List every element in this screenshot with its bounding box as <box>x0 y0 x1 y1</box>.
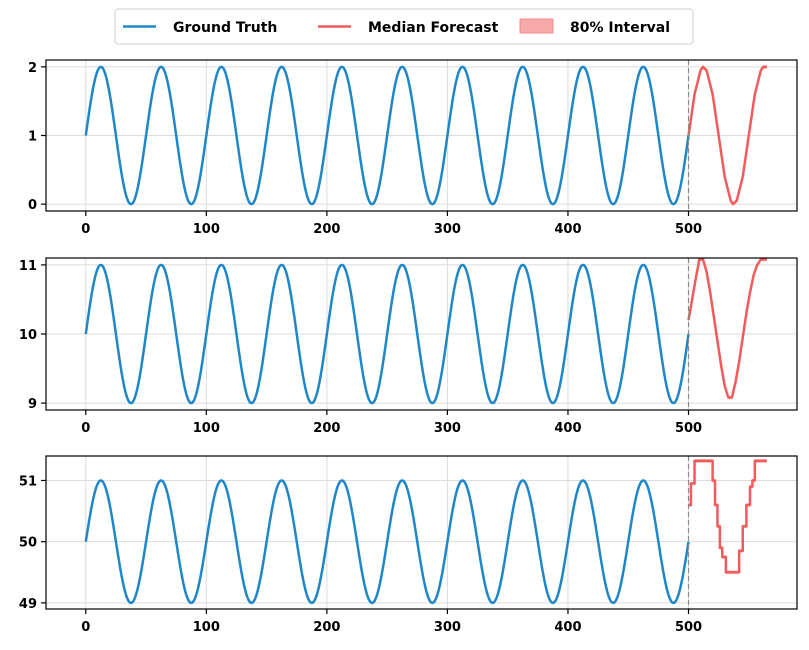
median-forecast-line <box>687 65 767 206</box>
x-tick-label: 200 <box>313 421 340 436</box>
y-tick-label: 49 <box>19 597 37 612</box>
x-tick-label: 500 <box>675 421 702 436</box>
legend-label: 80% Interval <box>570 20 670 36</box>
legend-patch <box>519 18 554 34</box>
median-forecast-line <box>688 459 767 574</box>
legend-label: Ground Truth <box>173 20 277 36</box>
y-tick-label: 10 <box>19 328 37 343</box>
x-tick-label: 0 <box>81 222 90 237</box>
x-tick-label: 300 <box>434 421 461 436</box>
x-tick-label: 200 <box>313 222 340 237</box>
x-tick-label: 300 <box>434 222 461 237</box>
x-tick-label: 0 <box>81 620 90 635</box>
legend-label: Median Forecast <box>368 20 499 36</box>
y-tick-label: 1 <box>28 130 37 145</box>
y-tick-label: 9 <box>28 397 37 412</box>
chart-panel-3: 0 100 200 300 400 500 49 50 51 <box>19 455 798 635</box>
y-tick-label: 2 <box>28 61 37 76</box>
y-tick-label: 51 <box>19 474 37 489</box>
x-tick-label: 400 <box>554 222 581 237</box>
legend-item: Ground Truth <box>123 20 277 36</box>
x-tick-label: 100 <box>193 222 220 237</box>
y-tick-label: 11 <box>19 259 37 274</box>
ground-truth-line <box>84 263 690 405</box>
x-tick-label: 500 <box>675 222 702 237</box>
interval-band <box>688 258 767 400</box>
x-tick-label: 0 <box>81 421 90 436</box>
x-tick-label: 400 <box>554 421 581 436</box>
y-tick-label: 0 <box>28 198 37 213</box>
x-tick-label: 500 <box>675 620 702 635</box>
chart-panel-2: 0 100 200 300 400 500 9 10 11 <box>19 257 798 436</box>
x-tick-label: 200 <box>313 620 340 635</box>
ground-truth-line <box>84 479 690 605</box>
axes-frame <box>45 455 798 610</box>
legend-frame <box>114 8 694 45</box>
legend: Ground Truth Median Forecast 80% Interval <box>114 8 694 45</box>
median-forecast-line <box>687 258 767 399</box>
chart-panel-1: 0 100 200 300 400 500 0 1 2 <box>28 59 798 237</box>
x-tick-label: 400 <box>554 620 581 635</box>
legend-item: 80% Interval <box>519 18 670 36</box>
x-tick-label: 300 <box>434 620 461 635</box>
y-tick-label: 50 <box>19 536 37 551</box>
ground-truth-line <box>84 65 690 206</box>
legend-item: Median Forecast <box>318 20 499 36</box>
x-tick-label: 100 <box>193 620 220 635</box>
x-tick-label: 100 <box>193 421 220 436</box>
